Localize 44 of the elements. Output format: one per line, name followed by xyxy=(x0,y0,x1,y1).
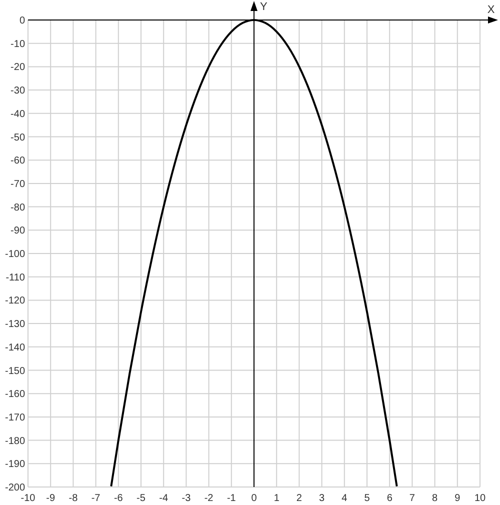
x-axis-title: X xyxy=(487,4,496,16)
x-tick-label: -8 xyxy=(68,493,78,504)
y-tick-label: -200 xyxy=(4,482,26,494)
y-tick-label: -120 xyxy=(4,296,26,307)
y-tick-label: -80 xyxy=(10,202,26,214)
x-tick-label: 4 xyxy=(342,493,348,504)
y-tick-label: -130 xyxy=(4,319,26,330)
y-tick-label: -10 xyxy=(10,38,26,50)
y-tick-label: -100 xyxy=(4,249,26,260)
x-tick-label: -4 xyxy=(159,493,168,504)
x-tick-label: -2 xyxy=(204,493,214,504)
y-tick-label: -180 xyxy=(4,436,26,447)
x-tick-label: 1 xyxy=(274,493,280,504)
x-tick-label: 6 xyxy=(386,493,393,504)
x-tick-label: -7 xyxy=(91,493,101,504)
x-tick-label: 10 xyxy=(474,493,486,504)
x-tick-label: -9 xyxy=(46,493,56,504)
y-tick-label: -150 xyxy=(4,366,26,377)
y-tick-label: -60 xyxy=(10,156,26,167)
x-tick-label: 5 xyxy=(364,493,370,504)
y-tick-label: 0 xyxy=(19,16,26,26)
x-tick-label: -3 xyxy=(182,493,192,504)
y-tick-label: -70 xyxy=(10,178,26,190)
y-tick-label: -30 xyxy=(10,86,26,97)
x-tick-label: 2 xyxy=(296,493,302,504)
x-tick-label: 9 xyxy=(454,493,461,504)
y-tick-label: -20 xyxy=(10,62,26,74)
y-tick-label: -190 xyxy=(4,459,26,470)
x-tick-label: 3 xyxy=(319,493,326,504)
y-tick-label: -110 xyxy=(6,272,26,284)
y-tick-label: -170 xyxy=(4,412,26,424)
x-tick-label: -5 xyxy=(136,493,146,504)
x-tick-label: -10 xyxy=(20,493,36,504)
x-tick-label: 8 xyxy=(432,493,438,504)
y-tick-label: -40 xyxy=(10,108,26,120)
x-tick-label: -1 xyxy=(226,493,236,504)
y-tick-label: -140 xyxy=(4,342,26,354)
y-tick-label: -50 xyxy=(10,132,26,144)
x-tick-label: 0 xyxy=(251,493,258,504)
y-axis-title: Y xyxy=(260,1,268,13)
x-tick-label: -6 xyxy=(114,493,124,504)
y-tick-label: -160 xyxy=(4,389,26,400)
x-tick-label: 7 xyxy=(409,493,416,504)
y-tick-label: -90 xyxy=(10,226,26,237)
